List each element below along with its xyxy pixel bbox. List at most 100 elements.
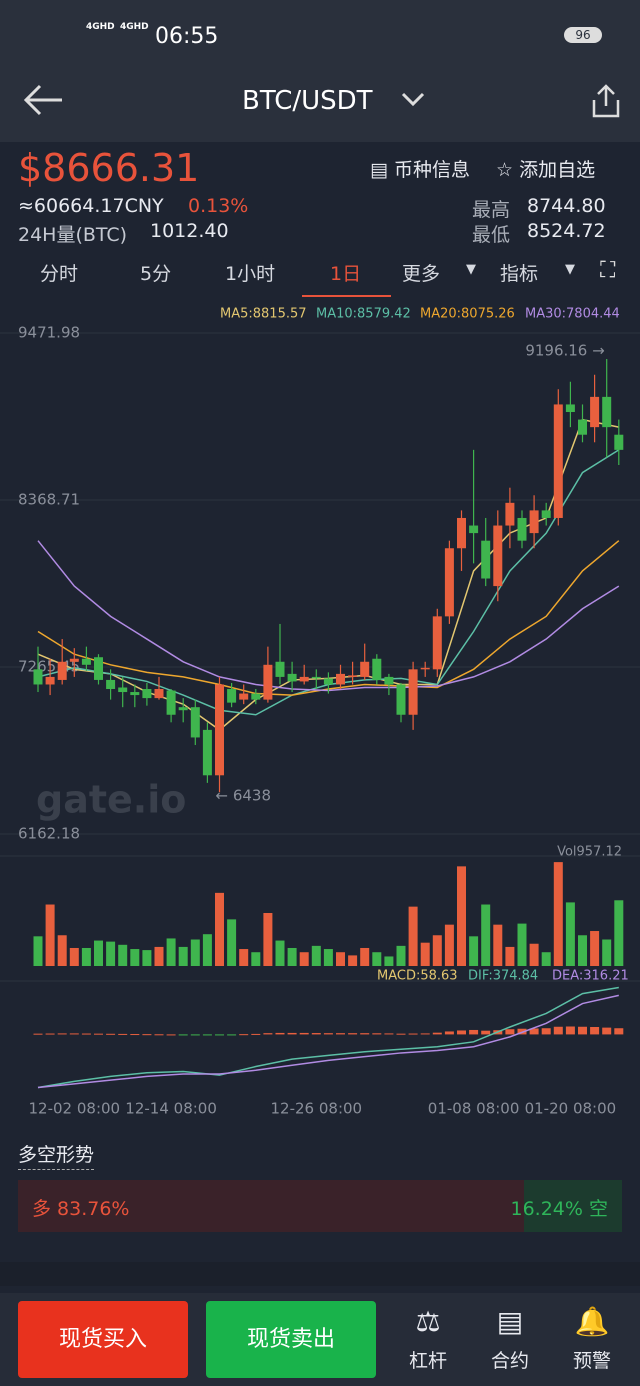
x-tick-label: 01-20 08:00 bbox=[525, 1100, 617, 1118]
ma-legend: MA30:7804.44 bbox=[525, 307, 620, 322]
sell-button[interactable]: 现货卖出 bbox=[206, 1301, 376, 1378]
tab[interactable]: 1日 bbox=[330, 263, 362, 285]
volume-bar bbox=[457, 866, 466, 966]
macd-bar bbox=[299, 1032, 309, 1035]
macd-bar bbox=[396, 1033, 406, 1035]
tool-icon[interactable]: ▤ bbox=[496, 1305, 524, 1338]
candle-body bbox=[166, 690, 176, 715]
macd-bar bbox=[348, 1033, 358, 1035]
candle-body bbox=[275, 661, 285, 677]
candle-body bbox=[57, 661, 67, 680]
volume-bar bbox=[227, 919, 237, 966]
candle-body bbox=[553, 404, 563, 518]
ma-legend: MA20:8075.26 bbox=[420, 307, 515, 322]
candle-body bbox=[106, 679, 116, 690]
macd-bar bbox=[565, 1026, 575, 1035]
tab[interactable]: 更多 bbox=[402, 263, 441, 285]
volume-bar bbox=[239, 949, 249, 966]
macd-bar bbox=[287, 1032, 297, 1035]
macd-bar bbox=[457, 1030, 466, 1035]
macd-bar bbox=[130, 1034, 140, 1036]
candle-body bbox=[396, 684, 406, 715]
volume-bar bbox=[118, 944, 128, 966]
candle-body bbox=[142, 689, 152, 699]
macd-bar bbox=[275, 1032, 285, 1035]
candle-body bbox=[178, 707, 188, 711]
candle-body bbox=[493, 525, 503, 587]
back-button[interactable] bbox=[20, 80, 66, 120]
candle-body bbox=[239, 693, 249, 700]
volume-bar bbox=[372, 952, 382, 966]
candle-body bbox=[384, 676, 394, 685]
pair-title[interactable]: BTC/USDT bbox=[242, 86, 373, 116]
candle-body bbox=[372, 658, 382, 680]
sentiment-bar: 多 83.76% 16.24% 空 bbox=[18, 1180, 622, 1232]
tab[interactable]: 分时 bbox=[40, 263, 79, 285]
network: 4GHD bbox=[120, 22, 149, 32]
candle-body bbox=[215, 684, 224, 776]
candle-body bbox=[517, 517, 527, 541]
macd-line bbox=[37, 986, 619, 1089]
long-label: 多 83.76% bbox=[32, 1198, 130, 1220]
candle-body bbox=[94, 657, 103, 680]
macd-bar bbox=[106, 1033, 116, 1035]
candle-body bbox=[311, 676, 321, 679]
tool-label[interactable]: 杠杆 bbox=[408, 1350, 447, 1372]
candle-body bbox=[251, 693, 261, 700]
candle-body bbox=[444, 548, 454, 617]
tab[interactable]: 指标 bbox=[500, 263, 539, 285]
volume-bar bbox=[130, 949, 140, 966]
volume-bar bbox=[336, 952, 345, 966]
volume-bar bbox=[142, 950, 152, 966]
dropdown-icon[interactable] bbox=[400, 90, 426, 110]
high: 8744.80 bbox=[527, 195, 606, 217]
tool-label[interactable]: 预警 bbox=[572, 1350, 611, 1372]
tool-label[interactable]: 合约 bbox=[490, 1350, 529, 1372]
info-button[interactable]: ▤ 币种信息 bbox=[370, 159, 471, 181]
fullscreen-icon[interactable]: ⛶ bbox=[600, 258, 616, 283]
volume-bar bbox=[432, 935, 442, 966]
macd-bar bbox=[553, 1026, 563, 1035]
tool-icon[interactable]: ⚖ bbox=[415, 1305, 441, 1338]
volume-bar bbox=[57, 935, 67, 966]
macd-bar bbox=[541, 1028, 551, 1035]
y-tick-label: 6162.18 bbox=[18, 825, 80, 843]
macd-bar bbox=[323, 1033, 333, 1035]
volume-bar bbox=[493, 924, 503, 966]
volume-bar bbox=[202, 934, 212, 966]
macd-bar bbox=[142, 1034, 152, 1036]
volume-bar bbox=[553, 862, 563, 966]
low-note: ← 6438 bbox=[216, 787, 272, 805]
candle-body bbox=[614, 434, 624, 450]
volume-bar bbox=[602, 939, 612, 966]
macd-bar bbox=[602, 1027, 612, 1035]
x-tick-label: 12-26 08:00 bbox=[271, 1100, 363, 1118]
macd-bar bbox=[408, 1033, 418, 1035]
macd-bar bbox=[251, 1033, 261, 1035]
candle-body bbox=[420, 667, 430, 670]
low-label: 最低 bbox=[472, 224, 511, 246]
change: 0.13% bbox=[188, 195, 249, 217]
macd-bar bbox=[360, 1033, 370, 1035]
volume-bar bbox=[541, 952, 551, 966]
favorite-button[interactable]: ☆ 添加自选 bbox=[496, 159, 596, 181]
tab[interactable]: 1小时 bbox=[225, 263, 276, 285]
volume-bar bbox=[420, 942, 430, 966]
kline-chart: gate.io9471.988368.717265.456162.18MA5:8… bbox=[0, 307, 640, 1118]
tool-icon[interactable]: 🔔 bbox=[574, 1305, 610, 1338]
tab[interactable]: 5分 bbox=[140, 263, 172, 285]
macd-bar bbox=[202, 1034, 212, 1036]
low: 8524.72 bbox=[527, 220, 606, 242]
candle-body bbox=[432, 616, 442, 670]
macd-bar bbox=[45, 1033, 55, 1035]
macd-bar bbox=[336, 1033, 345, 1035]
candle-body bbox=[360, 661, 370, 677]
favorite-text: 添加自选 bbox=[519, 159, 596, 181]
macd-bar bbox=[81, 1033, 91, 1035]
macd-label: DIF:374.84 bbox=[468, 969, 538, 984]
volume-bar bbox=[590, 931, 600, 966]
share-icon[interactable] bbox=[588, 82, 624, 120]
candle-body bbox=[529, 510, 539, 534]
buy-button[interactable]: 现货买入 bbox=[18, 1301, 188, 1378]
